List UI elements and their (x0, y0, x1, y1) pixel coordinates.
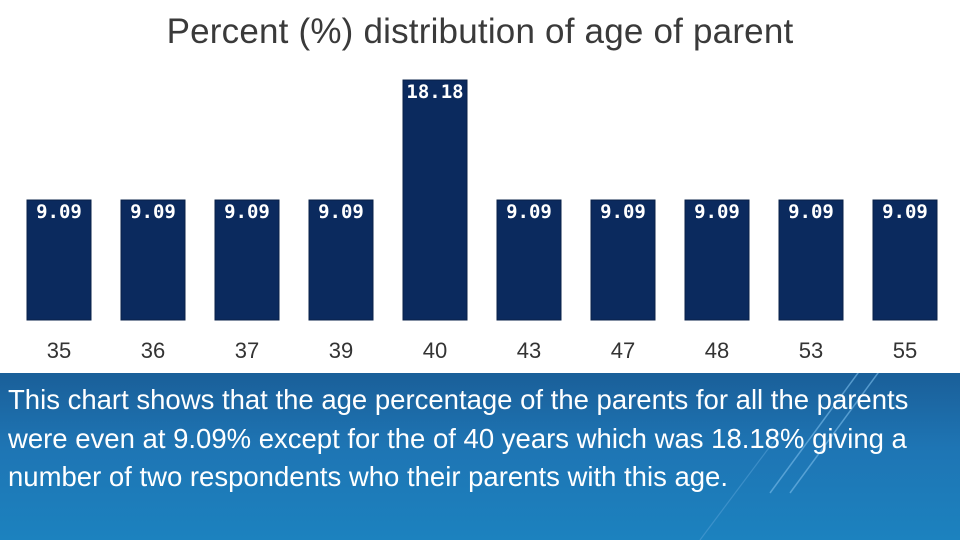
x-tick-label-43: 43 (517, 338, 541, 363)
x-tick-label-36: 36 (141, 338, 165, 363)
bar-40 (402, 79, 468, 321)
x-tick-label-37: 37 (235, 338, 259, 363)
bars-layer (26, 79, 938, 321)
value-labels-layer: 9.09 9.09 9.09 9.09 18.18 9.09 9.09 9.09 9.09 9.0… (36, 81, 928, 223)
bar-48 (684, 199, 750, 321)
bar-value-label-36: 9.09 (130, 201, 176, 223)
x-tick-label-40: 40 (423, 338, 447, 363)
chart-title: Percent (%) distribution of age of paren… (166, 12, 794, 51)
x-tick-label-55: 55 (893, 338, 917, 363)
bar-value-label-48: 9.09 (694, 201, 740, 223)
bar-value-label-39: 9.09 (318, 201, 364, 223)
bar-value-label-35: 9.09 (36, 201, 82, 223)
x-tick-labels-layer: 35 36 37 39 40 43 47 48 53 55 (47, 338, 917, 363)
bar-value-label-40: 18.18 (406, 81, 463, 103)
bar-55 (872, 199, 938, 321)
caption-text: This chart shows that the age percentage… (8, 384, 909, 492)
x-tick-label-48: 48 (705, 338, 729, 363)
bar-value-label-55: 9.09 (882, 201, 928, 223)
x-tick-label-47: 47 (611, 338, 635, 363)
x-tick-label-39: 39 (329, 338, 353, 363)
bar-35 (26, 199, 92, 321)
bar-value-label-47: 9.09 (600, 201, 646, 223)
bar-47 (590, 199, 656, 321)
bar-43 (496, 199, 562, 321)
x-tick-label-53: 53 (799, 338, 823, 363)
bar-value-label-53: 9.09 (788, 201, 834, 223)
bar-39 (308, 199, 374, 321)
bar-53 (778, 199, 844, 321)
bar-36 (120, 199, 186, 321)
x-tick-label-35: 35 (47, 338, 71, 363)
bar-chart: 9.09 9.09 9.09 9.09 18.18 9.09 9.09 9.09 9.09 9.0… (26, 79, 938, 363)
bar-37 (214, 199, 280, 321)
decorative-lines (699, 373, 879, 540)
bar-value-label-43: 9.09 (506, 201, 552, 223)
bar-value-label-37: 9.09 (224, 201, 270, 223)
caption-panel: This chart shows that the age percentage… (0, 373, 960, 540)
